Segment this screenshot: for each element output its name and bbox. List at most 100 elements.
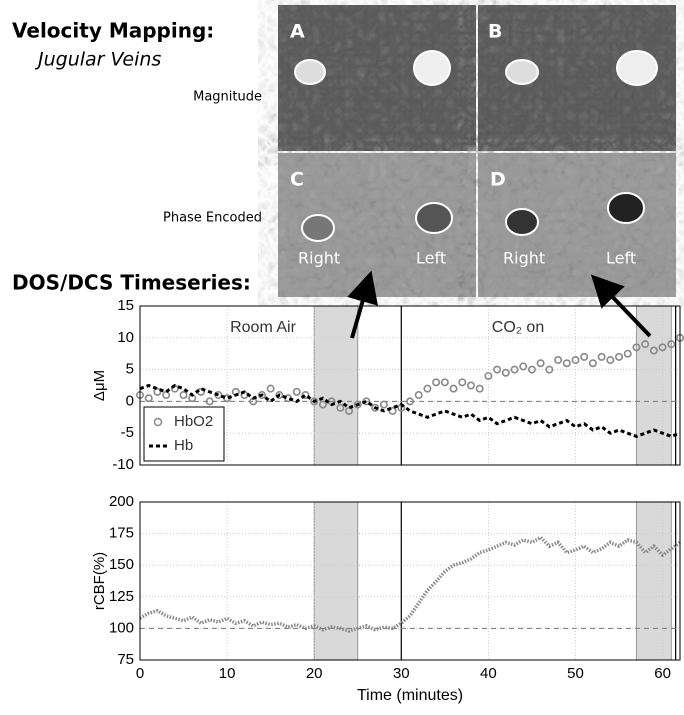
subtitle: Jugular Veins xyxy=(34,49,161,71)
marker xyxy=(571,356,580,365)
marker xyxy=(353,400,362,409)
mri-panel: D Right Left xyxy=(478,153,676,297)
panel-label: A xyxy=(290,21,305,43)
panel-label: B xyxy=(488,21,502,43)
x-tick-label: 50 xyxy=(567,665,584,682)
axes-frame xyxy=(139,501,681,661)
panel-label: C xyxy=(290,169,304,191)
y-tick-label: 150 xyxy=(109,556,134,573)
marker xyxy=(606,356,615,365)
marker xyxy=(318,400,327,409)
y-tick-label: 200 xyxy=(109,493,134,510)
marker xyxy=(580,352,589,361)
marker xyxy=(658,343,667,352)
marker xyxy=(275,391,284,400)
marker xyxy=(615,352,624,361)
x-tick-label: 40 xyxy=(480,665,497,682)
marker xyxy=(345,406,354,415)
y-tick-label: 0 xyxy=(126,392,134,409)
marker xyxy=(493,365,502,374)
series-line xyxy=(139,383,681,438)
marker xyxy=(536,359,545,368)
marker xyxy=(510,365,519,374)
title: Velocity Mapping: xyxy=(12,19,214,43)
annotation: Room Air xyxy=(230,319,296,336)
axes-frame xyxy=(139,305,681,466)
marker xyxy=(519,362,528,371)
marker xyxy=(449,384,458,393)
marker xyxy=(527,365,536,374)
y-tick-label: 75 xyxy=(117,651,134,668)
marker xyxy=(423,384,432,393)
x-tick-label: 10 xyxy=(219,665,236,682)
arrow xyxy=(347,270,378,339)
y-tick-label: -5 xyxy=(121,424,134,441)
marker xyxy=(458,378,467,387)
y-tick-label: 175 xyxy=(109,525,134,542)
marker xyxy=(440,378,449,387)
legend-label: Hb xyxy=(174,437,193,454)
marker xyxy=(484,371,493,380)
marker xyxy=(144,394,153,403)
vein-label: Left xyxy=(606,249,636,268)
marker xyxy=(162,391,171,400)
y-tick-label: 125 xyxy=(109,588,134,605)
row-label: Phase Encoded xyxy=(163,211,262,226)
marker xyxy=(545,365,554,374)
marker xyxy=(205,397,214,406)
marker xyxy=(388,406,397,415)
y-axis-label: ΔμM xyxy=(91,370,108,401)
series-line xyxy=(139,535,682,633)
x-tick-label: 20 xyxy=(306,665,323,682)
annotation: CO₂ on xyxy=(492,319,544,336)
marker xyxy=(649,346,658,355)
y-tick-label: -10 xyxy=(112,456,134,473)
marker xyxy=(466,381,475,390)
row-label: Magnitude xyxy=(193,90,262,105)
marker xyxy=(475,384,484,393)
marker xyxy=(414,391,423,400)
mri-panel: C Right Left xyxy=(278,153,476,297)
vein-label: Left xyxy=(416,249,446,268)
marker xyxy=(632,343,641,352)
marker xyxy=(405,397,414,406)
marker xyxy=(371,403,380,412)
legend-label: HbO2 xyxy=(174,413,213,430)
plot-area xyxy=(140,306,680,465)
marker xyxy=(554,356,563,365)
marker xyxy=(153,387,162,396)
plot-area xyxy=(140,502,680,660)
section-title: DOS/DCS Timeseries: xyxy=(12,271,251,295)
y-tick-label: 5 xyxy=(126,361,134,378)
y-tick-label: 15 xyxy=(117,297,134,314)
marker xyxy=(379,400,388,409)
marker xyxy=(667,340,676,349)
shaded-region xyxy=(635,501,672,661)
marker xyxy=(179,391,188,400)
marker xyxy=(310,397,319,406)
mri-panel: B xyxy=(478,5,676,151)
marker xyxy=(623,349,632,358)
marker xyxy=(266,384,275,393)
marker xyxy=(432,378,441,387)
y-tick-label: 10 xyxy=(117,329,134,346)
legend-box xyxy=(143,406,225,462)
y-axis-label: rCBF(%) xyxy=(91,552,108,610)
vein-label: Right xyxy=(503,249,545,268)
vein-label: Right xyxy=(298,249,340,268)
shaded-region xyxy=(313,501,359,661)
x-tick-label: 60 xyxy=(654,665,671,682)
panel-label: D xyxy=(490,169,506,191)
legend-marker xyxy=(153,417,163,427)
x-tick-label: 30 xyxy=(393,665,410,682)
marker xyxy=(292,387,301,396)
marker xyxy=(588,359,597,368)
y-tick-label: 100 xyxy=(109,619,134,636)
arrow xyxy=(590,274,652,338)
marker xyxy=(562,359,571,368)
marker xyxy=(501,368,510,377)
mri-panel: A xyxy=(278,5,476,151)
marker xyxy=(257,391,266,400)
